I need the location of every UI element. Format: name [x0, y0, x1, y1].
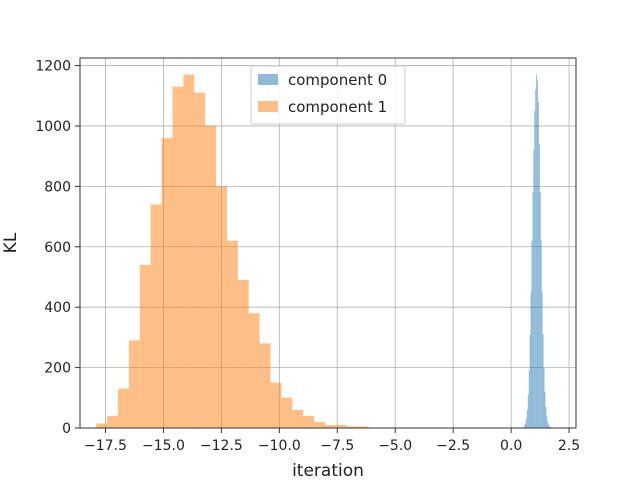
histogram-bar-component-1 [324, 424, 336, 428]
legend-label-component-0: component 0 [288, 71, 387, 89]
y-tick-label: 1000 [35, 119, 71, 135]
histogram-bar-component-1 [216, 186, 227, 428]
histogram-bar-component-0 [525, 423, 526, 428]
histogram-bar-component-0 [524, 425, 526, 428]
histogram-bar-component-0 [544, 391, 546, 428]
histogram-bar-component-0 [534, 110, 536, 428]
histogram-bar-component-0 [546, 415, 548, 428]
histogram-bar-component-0 [548, 424, 550, 428]
y-tick-label: 400 [44, 300, 71, 316]
histogram-bar-component-0 [527, 394, 529, 428]
histogram-bar-component-0 [535, 89, 537, 428]
x-tick-label: −17.5 [84, 438, 127, 454]
histogram-bar-component-0 [537, 101, 539, 428]
histogram-bar-component-0 [542, 334, 544, 428]
histogram-bar-component-0 [541, 292, 543, 428]
histogram-bar-component-0 [543, 367, 545, 428]
y-axis-label: KL [1, 232, 21, 253]
histogram-bar-component-1 [259, 343, 271, 428]
histogram-bar-component-1 [226, 240, 238, 428]
x-tick-label: −12.5 [200, 438, 243, 454]
x-tick-label: 2.5 [558, 438, 580, 454]
histogram-bar-component-0 [549, 426, 551, 428]
histogram-bar-component-1 [237, 280, 249, 428]
histogram-bar-component-0 [532, 192, 534, 428]
x-tick-label: −2.5 [436, 438, 470, 454]
y-tick-label: 1200 [35, 59, 71, 75]
legend-box [250, 65, 406, 125]
histogram-bar-component-1 [150, 204, 162, 428]
histogram-bar-component-1 [281, 397, 293, 428]
histogram-bar-component-1 [107, 415, 119, 428]
x-axis-ticks: −17.5 −15.0 −12.5 −10.0 −7.5 −5.0 −2.5 0.0 2.5 [84, 428, 580, 454]
y-tick-label: 0 [62, 421, 71, 437]
histogram-bar-component-0 [539, 192, 541, 428]
histogram-bar-component-0 [536, 74, 538, 428]
histogram-bar-component-0 [538, 144, 540, 428]
bars [96, 74, 554, 429]
histogram-bar-component-0 [530, 292, 532, 428]
histogram-bar-component-0 [537, 80, 538, 428]
histogram-bar-component-0 [525, 418, 527, 428]
histogram-bar-component-0 [528, 370, 530, 428]
histogram-bar-component-1 [118, 388, 129, 428]
plot-frame [79, 57, 577, 429]
x-tick-label: −5.0 [378, 438, 412, 454]
histogram-bar-component-1 [194, 92, 206, 429]
histogram-bar-component-1 [314, 421, 325, 428]
y-axis-ticks: 0 200 400 600 800 1000 1200 [35, 59, 80, 437]
histogram-bar-component-0 [547, 421, 549, 428]
histogram-bar-component-0 [531, 240, 533, 428]
histogram-bar-component-1 [183, 74, 195, 428]
y-tick-label: 600 [44, 240, 71, 256]
histogram-bar-component-1 [292, 409, 304, 428]
legend-swatch-component-0 [258, 74, 278, 85]
y-tick-label: 800 [44, 179, 71, 195]
histogram-bar-component-1 [172, 86, 184, 428]
x-tick-label: −15.0 [142, 438, 185, 454]
histogram-bar-component-1 [335, 424, 347, 428]
x-tick-label: −10.0 [258, 438, 301, 454]
histogram-bar-component-1 [346, 426, 358, 428]
histogram-bar-component-1 [96, 423, 108, 428]
histogram-bar-component-1 [205, 125, 217, 429]
x-tick-label: 0.0 [500, 438, 522, 454]
legend-label-component-1: component 1 [288, 98, 387, 116]
histogram-bar-component-0 [526, 409, 528, 428]
histogram-bar-component-1 [139, 264, 151, 428]
histogram-bar-component-0 [529, 334, 531, 428]
histogram-bar-component-1 [128, 340, 140, 428]
y-tick-label: 200 [44, 361, 71, 377]
histogram-bar-component-0 [533, 150, 535, 429]
histogram-bar-component-1 [161, 138, 173, 428]
histogram-bar-component-1 [357, 426, 369, 428]
histogram-bar-component-0 [545, 406, 547, 428]
histogram-bar-component-1 [303, 415, 315, 428]
legend: component 0 component 1 [250, 65, 406, 125]
legend-swatch-component-1 [258, 101, 278, 112]
x-axis-label: iteration [292, 461, 364, 480]
histogram-bar-component-1 [248, 313, 260, 428]
histogram-bar-component-1 [270, 382, 282, 428]
x-tick-label: −7.5 [320, 438, 354, 454]
histogram-bar-component-0 [540, 240, 542, 428]
